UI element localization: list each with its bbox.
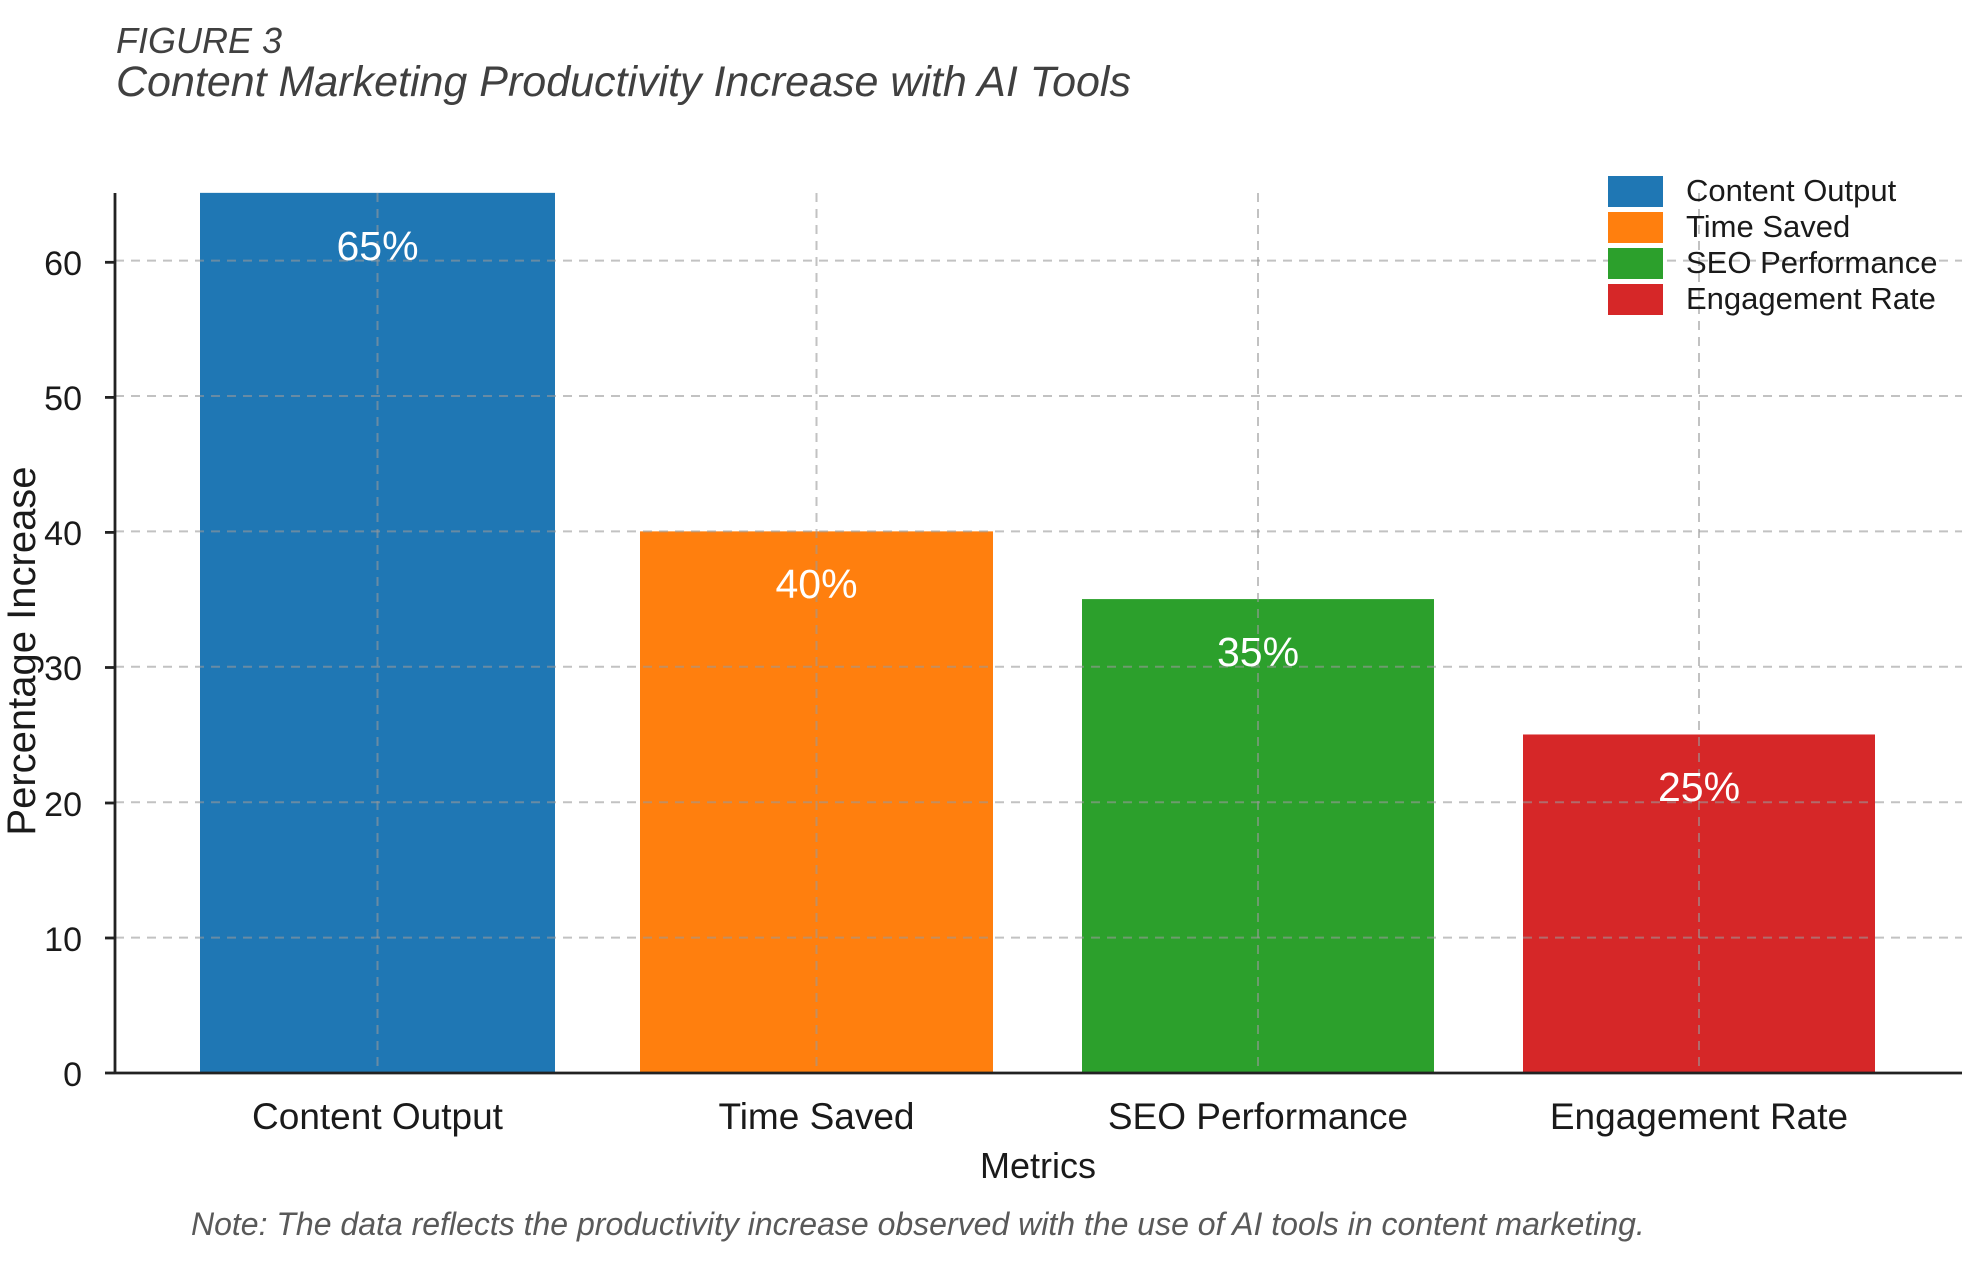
svg-text:SEO Performance: SEO Performance [1108,1096,1408,1137]
svg-text:Metrics: Metrics [980,1145,1096,1186]
svg-text:Content Output: Content Output [252,1096,504,1137]
svg-text:30: 30 [44,650,82,688]
svg-text:10: 10 [44,921,82,959]
svg-text:Time Saved: Time Saved [1686,209,1850,244]
svg-text:Engagement Rate: Engagement Rate [1686,281,1936,316]
svg-text:25%: 25% [1658,764,1740,810]
svg-text:40: 40 [44,515,82,553]
svg-text:20: 20 [44,786,82,824]
svg-text:SEO Performance: SEO Performance [1686,245,1938,280]
svg-text:50: 50 [44,380,82,418]
svg-text:35%: 35% [1217,629,1299,675]
svg-text:40%: 40% [775,561,857,607]
svg-text:65%: 65% [336,223,418,269]
svg-text:Engagement Rate: Engagement Rate [1550,1096,1848,1137]
svg-text:Content Output: Content Output [1686,173,1897,208]
svg-text:60: 60 [44,245,82,283]
svg-text:Percentage Increase: Percentage Increase [0,466,44,835]
svg-text:0: 0 [63,1056,82,1094]
svg-text:Time Saved: Time Saved [718,1096,914,1137]
